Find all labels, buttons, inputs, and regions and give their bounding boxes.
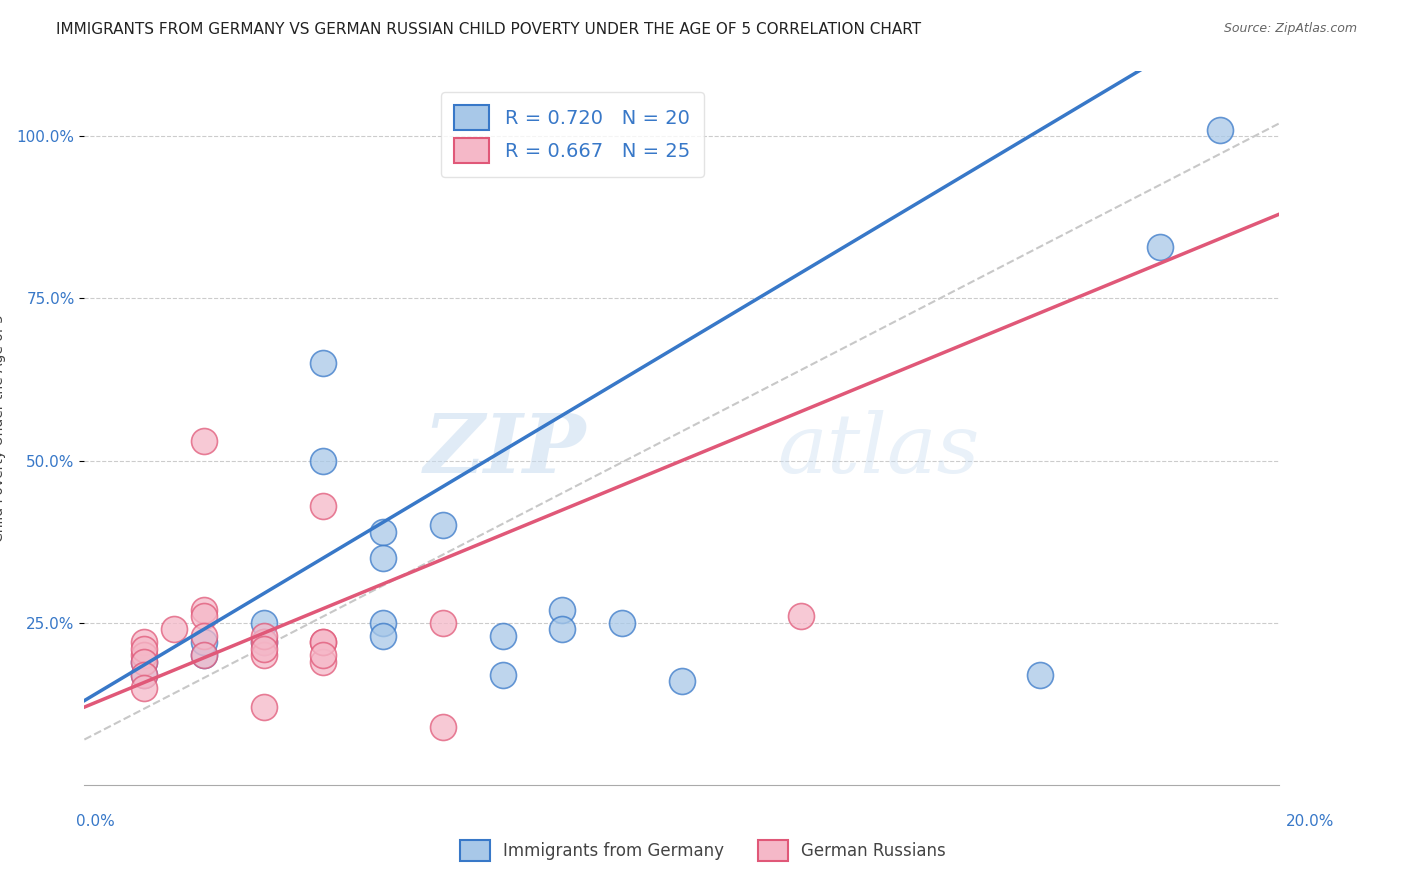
Point [253,629,276,643]
Point [373,629,395,643]
Point [132,641,156,656]
Point [373,524,395,539]
Point [551,603,574,617]
Point [253,635,276,649]
Point [253,615,276,630]
Point [432,615,454,630]
Point [790,609,813,624]
Point [432,720,454,734]
Point [312,635,335,649]
Point [373,550,395,565]
Point [193,635,215,649]
Point [132,667,156,681]
Text: 0.0%: 0.0% [76,814,115,829]
Point [132,681,156,695]
Point [193,648,215,663]
Y-axis label: Child Poverty Under the Age of 5: Child Poverty Under the Age of 5 [0,314,6,542]
Point [492,629,515,643]
Point [1149,239,1171,253]
Point [253,700,276,714]
Point [1209,122,1232,136]
Legend: Immigrants from Germany, German Russians: Immigrants from Germany, German Russians [454,833,952,868]
Point [373,615,395,630]
Point [612,615,634,630]
Text: ZIP: ZIP [423,409,586,490]
Point [193,603,215,617]
Legend: R = 0.720   N = 20, R = 0.667   N = 25: R = 0.720 N = 20, R = 0.667 N = 25 [440,92,703,177]
Point [312,635,335,649]
Point [492,667,515,681]
Text: 20.0%: 20.0% [1286,814,1334,829]
Point [132,655,156,669]
Text: Source: ZipAtlas.com: Source: ZipAtlas.com [1223,22,1357,36]
Text: IMMIGRANTS FROM GERMANY VS GERMAN RUSSIAN CHILD POVERTY UNDER THE AGE OF 5 CORRE: IMMIGRANTS FROM GERMANY VS GERMAN RUSSIA… [56,22,921,37]
Point [312,453,335,467]
Point [312,648,335,663]
Point [132,648,156,663]
Point [312,655,335,669]
Point [163,622,186,636]
Point [253,648,276,663]
Point [671,674,693,689]
Point [1029,667,1052,681]
Point [132,655,156,669]
Point [132,635,156,649]
Point [253,641,276,656]
Point [312,499,335,513]
Point [432,518,454,533]
Point [551,622,574,636]
Point [132,667,156,681]
Point [193,629,215,643]
Text: atlas: atlas [778,409,980,490]
Point [193,609,215,624]
Point [193,434,215,449]
Point [253,635,276,649]
Point [312,356,335,370]
Point [193,648,215,663]
